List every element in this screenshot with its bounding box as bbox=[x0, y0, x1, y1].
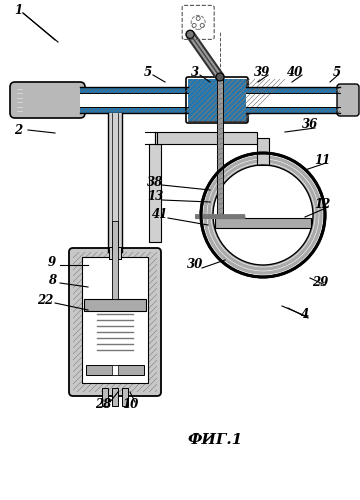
Bar bbox=[102, 388, 108, 406]
Text: 5: 5 bbox=[144, 66, 152, 78]
Text: 2: 2 bbox=[14, 124, 22, 136]
Bar bbox=[188, 79, 246, 121]
Bar bbox=[122, 388, 128, 406]
Bar bbox=[109, 247, 121, 259]
Bar bbox=[155, 132, 157, 144]
Bar bbox=[257, 138, 269, 165]
Text: 4: 4 bbox=[301, 308, 309, 322]
Bar bbox=[246, 107, 340, 113]
Text: 22: 22 bbox=[37, 294, 53, 306]
Text: 13: 13 bbox=[147, 190, 163, 203]
Text: 40: 40 bbox=[287, 66, 303, 78]
Text: 41: 41 bbox=[152, 208, 168, 222]
Text: 28: 28 bbox=[95, 398, 111, 411]
Text: ФИГ.1: ФИГ.1 bbox=[187, 433, 243, 447]
Circle shape bbox=[216, 73, 224, 81]
Bar bbox=[80, 107, 188, 113]
Text: 38: 38 bbox=[147, 176, 163, 188]
Text: 9: 9 bbox=[48, 256, 56, 268]
Bar bbox=[80, 87, 188, 93]
Text: 8: 8 bbox=[48, 274, 56, 286]
Text: 29: 29 bbox=[312, 276, 328, 288]
Bar bbox=[188, 79, 246, 121]
Bar bbox=[246, 87, 340, 93]
Text: 10: 10 bbox=[122, 398, 138, 411]
FancyBboxPatch shape bbox=[10, 82, 85, 118]
Bar bbox=[82, 257, 148, 383]
Text: 30: 30 bbox=[187, 258, 203, 272]
Text: 5: 5 bbox=[333, 66, 341, 78]
Circle shape bbox=[213, 165, 313, 265]
Bar bbox=[112, 388, 118, 406]
Bar bbox=[246, 87, 340, 93]
Circle shape bbox=[186, 30, 194, 38]
Text: 1: 1 bbox=[14, 4, 22, 16]
Bar bbox=[84, 299, 146, 311]
Circle shape bbox=[192, 24, 196, 28]
Bar bbox=[80, 87, 188, 93]
Bar bbox=[246, 93, 340, 107]
Circle shape bbox=[196, 16, 200, 20]
Bar bbox=[109, 247, 121, 259]
Circle shape bbox=[200, 24, 204, 28]
Text: 12: 12 bbox=[314, 198, 330, 211]
Circle shape bbox=[201, 153, 325, 277]
Text: 3: 3 bbox=[191, 66, 199, 78]
Text: 39: 39 bbox=[254, 66, 270, 78]
FancyBboxPatch shape bbox=[337, 84, 359, 116]
Bar bbox=[155, 132, 257, 144]
Text: 36: 36 bbox=[302, 118, 318, 132]
Bar bbox=[80, 107, 188, 113]
Bar bbox=[246, 107, 340, 113]
Bar bbox=[80, 93, 188, 107]
Bar bbox=[112, 365, 118, 375]
FancyBboxPatch shape bbox=[69, 248, 161, 396]
Text: 11: 11 bbox=[314, 154, 330, 166]
Bar bbox=[112, 221, 118, 299]
Bar bbox=[86, 365, 144, 375]
Bar bbox=[149, 144, 161, 242]
Bar bbox=[215, 218, 311, 228]
Bar bbox=[73, 252, 157, 392]
Bar bbox=[108, 113, 122, 252]
Bar bbox=[217, 77, 223, 215]
